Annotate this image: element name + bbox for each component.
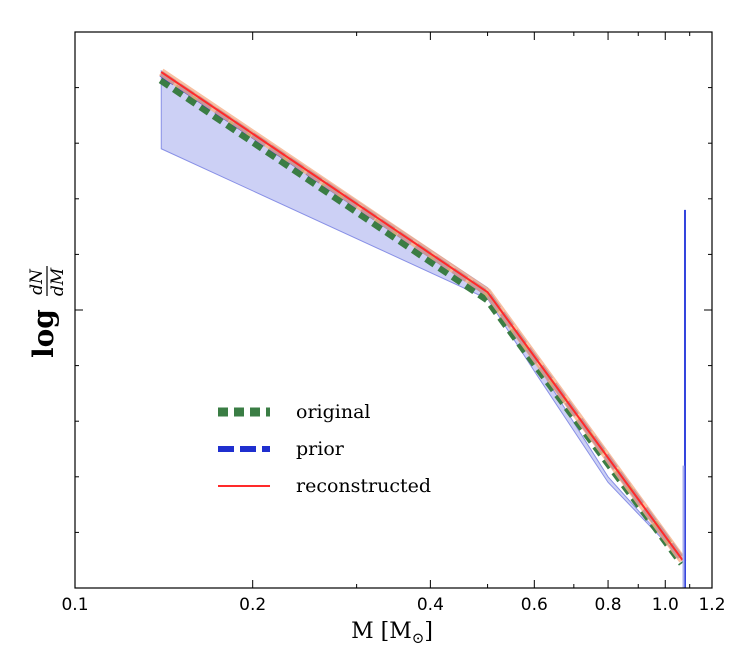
legend-label-original: original: [296, 401, 370, 423]
legend-label-prior: prior: [296, 438, 345, 460]
x-tick-label: 0.6: [521, 595, 548, 615]
y-axis-label-denominator: dM: [48, 267, 68, 296]
x-tick-label: 1.0: [652, 595, 679, 615]
spike-line: [682, 209, 686, 588]
series-reconstructed: [160, 71, 684, 561]
x-tick-label: 1.2: [698, 595, 725, 615]
x-tick-label: 0.1: [61, 595, 88, 615]
series-lines: [158, 68, 687, 566]
y-axis-label-log: log: [27, 309, 60, 358]
y-axis-label: log dN dM: [27, 266, 68, 358]
x-tick-labels: 0.1 0.2 0.4 0.6 0.8 1.0 1.2: [61, 595, 725, 615]
x-tick-label: 0.2: [239, 595, 266, 615]
y-axis-label-numerator: dN: [27, 268, 47, 295]
x-tick-label: 0.8: [595, 595, 622, 615]
x-tick-label: 0.4: [417, 595, 444, 615]
legend-label-reconstructed: reconstructed: [296, 475, 431, 497]
x-axis-label: M [M⊙]: [351, 619, 433, 647]
tick-marks: [74, 32, 713, 588]
legend: original prior reconstructed: [218, 401, 431, 497]
